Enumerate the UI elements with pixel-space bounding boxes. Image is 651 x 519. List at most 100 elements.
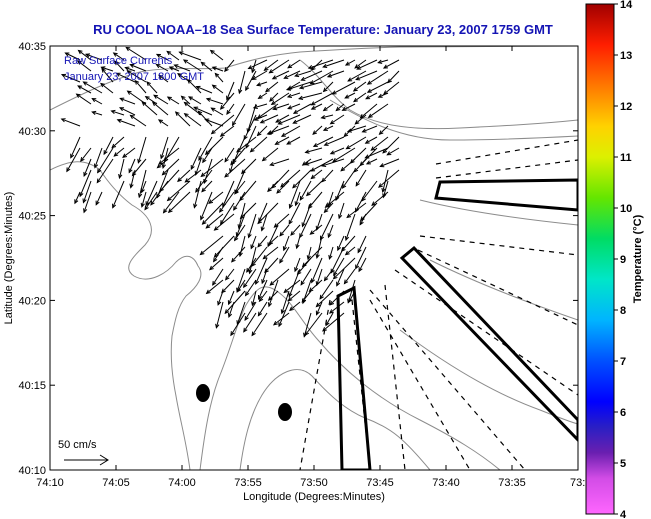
- current-vector: [325, 312, 334, 327]
- current-vector: [60, 118, 81, 127]
- current-vector: [64, 52, 81, 61]
- current-vector: [257, 92, 268, 100]
- current-vector: [205, 213, 224, 229]
- current-vector: [257, 279, 268, 301]
- current-vector: [322, 312, 345, 332]
- current-vector: [308, 279, 323, 293]
- colorbar-tick-label: 14: [620, 0, 633, 11]
- current-vector: [321, 169, 334, 183]
- current-vector: [100, 82, 114, 94]
- current-vector: [257, 235, 268, 248]
- current-vector: [315, 301, 323, 316]
- current-vector: [208, 191, 224, 204]
- current-vector: [377, 59, 389, 64]
- current-vector: [137, 136, 147, 164]
- current-vector: [298, 81, 323, 90]
- current-vector: [110, 109, 125, 116]
- current-vector: [125, 46, 147, 61]
- current-vector: [234, 180, 246, 195]
- current-vector: [310, 169, 323, 180]
- current-vector: [344, 59, 356, 66]
- current-vector: [310, 103, 323, 110]
- current-vector: [221, 279, 235, 294]
- current-vector: [173, 64, 191, 72]
- current-vector: [74, 191, 81, 205]
- current-vector: [82, 81, 103, 94]
- current-vector: [212, 268, 224, 286]
- current-vector: [332, 257, 356, 280]
- current-vector: [257, 301, 268, 317]
- current-vector: [331, 81, 356, 95]
- current-vector: [249, 136, 268, 153]
- current-vector: [309, 70, 334, 85]
- current-vector: [217, 290, 224, 306]
- y-axis-label: Latitude (Degrees:Minutes): [3, 192, 15, 325]
- current-vector: [129, 114, 147, 127]
- mooring-marker: [196, 384, 210, 402]
- current-vector: [157, 119, 169, 127]
- current-vector: [267, 180, 279, 193]
- current-vector: [274, 136, 290, 145]
- current-vector: [280, 125, 301, 137]
- current-vector: [256, 81, 268, 87]
- current-vector: [289, 301, 301, 312]
- current-vector: [114, 60, 125, 72]
- current-vector: [305, 180, 323, 197]
- current-vector: [153, 94, 169, 105]
- colorbar-tick-label: 10: [620, 203, 632, 215]
- current-vector: [70, 136, 81, 159]
- current-vector: [283, 70, 301, 79]
- current-vector: [290, 224, 301, 236]
- current-vector: [210, 107, 224, 116]
- current-vector: [193, 106, 213, 116]
- current-vector: [285, 81, 312, 91]
- current-vector: [112, 52, 125, 61]
- current-vector: [310, 257, 323, 284]
- x-tick-label: 73:50: [300, 477, 328, 489]
- current-vector: [219, 191, 235, 213]
- x-tick-label: 73:40: [432, 477, 460, 489]
- current-vector: [95, 191, 103, 206]
- current-vector: [357, 235, 367, 254]
- current-vector: [315, 290, 334, 308]
- current-vector: [335, 103, 345, 112]
- current-vector: [364, 147, 389, 159]
- current-vector: [377, 92, 389, 98]
- current-vector: [76, 60, 92, 72]
- current-vector: [96, 158, 114, 184]
- current-vector: [83, 158, 92, 178]
- current-vector: [365, 158, 378, 165]
- current-vector: [286, 92, 301, 98]
- current-vector: [333, 257, 345, 277]
- current-vector: [371, 191, 389, 206]
- current-vector: [134, 79, 147, 94]
- current-vector: [183, 112, 202, 127]
- current-vector: [115, 72, 136, 83]
- current-vector: [347, 70, 367, 82]
- current-vector: [306, 246, 312, 261]
- current-vector: [301, 290, 312, 303]
- scale-label: 50 cm/s: [58, 439, 97, 451]
- current-vector: [261, 268, 268, 285]
- current-vector-field: [60, 46, 400, 338]
- current-vector: [231, 246, 246, 263]
- current-vector: [267, 290, 279, 301]
- current-vector: [329, 290, 345, 306]
- current-vector: [267, 279, 279, 308]
- current-vector: [288, 180, 301, 209]
- current-vector: [205, 97, 224, 105]
- depth-contour-shelf: [299, 59, 578, 425]
- x-tick-label: 74:10: [36, 477, 64, 489]
- current-vector: [118, 107, 136, 116]
- current-vector: [251, 70, 268, 80]
- y-tick-label: 40:20: [18, 295, 46, 307]
- current-vector: [224, 59, 235, 73]
- current-vector: [201, 180, 213, 193]
- current-vector: [118, 158, 125, 180]
- current-vector: [213, 246, 224, 263]
- current-vector: [129, 169, 136, 189]
- current-vector: [379, 158, 400, 168]
- current-vector: [341, 169, 356, 189]
- current-vector: [300, 268, 312, 286]
- current-vector: [386, 147, 400, 156]
